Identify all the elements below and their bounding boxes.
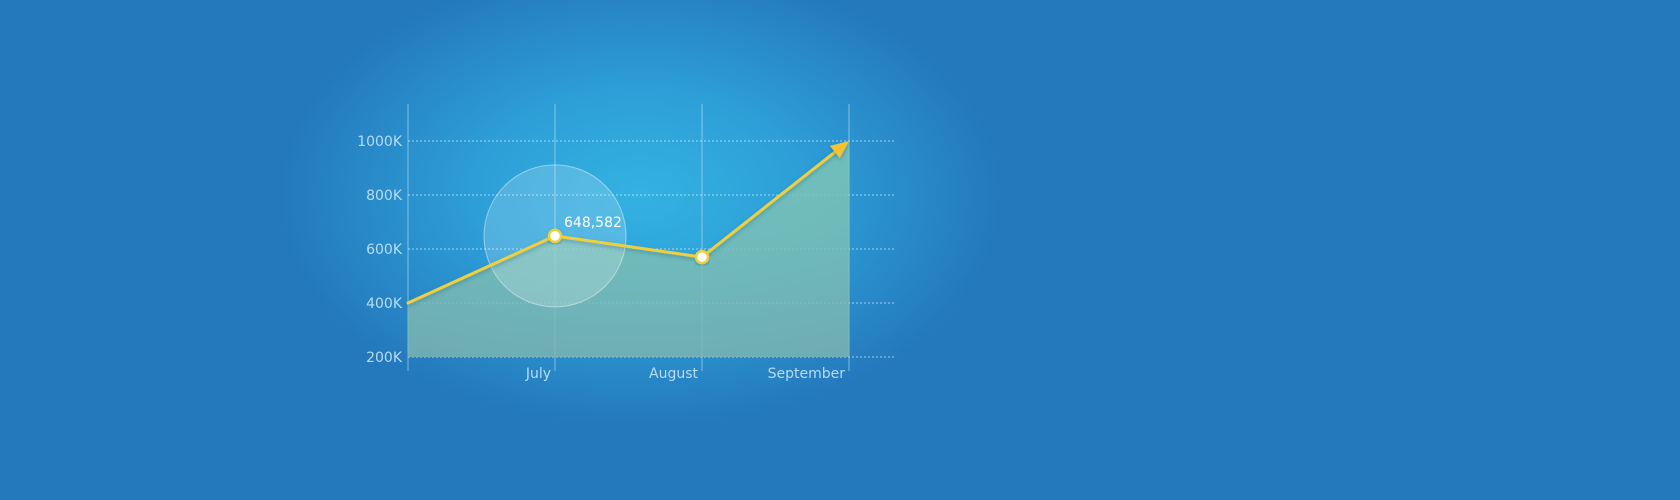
x-tick-label: July (525, 366, 551, 382)
x-tick-label: September (768, 366, 846, 382)
line-segment (553, 234, 704, 259)
y-tick-label: 400K (366, 296, 403, 312)
data-point-marker (547, 228, 563, 244)
data-point-marker (694, 249, 710, 265)
markers (547, 228, 710, 265)
area-series (408, 141, 849, 357)
line-series (406, 141, 849, 305)
y-tick-label: 800K (366, 188, 403, 204)
labels: 200K 400K 600K 800K 1000K July August September… (357, 134, 845, 382)
arrow-head (829, 141, 849, 159)
line-segment (700, 145, 843, 259)
y-tick-label: 1000K (357, 134, 403, 150)
x-tick-label: August (649, 366, 699, 382)
area-fill (408, 141, 849, 357)
data-label: 648,582 (564, 215, 622, 231)
line-segment (406, 234, 557, 305)
y-tick-label: 600K (366, 242, 403, 258)
y-tick-label: 200K (366, 350, 403, 366)
